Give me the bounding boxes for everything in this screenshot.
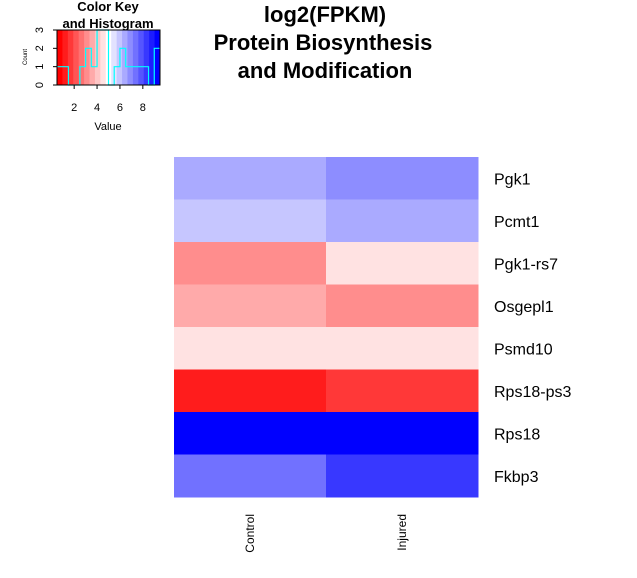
color-key-swatch: [149, 30, 155, 85]
color-key-ylabel: Count: [23, 49, 29, 65]
color-key-swatch: [154, 30, 161, 85]
color-key-histogram: [57, 29, 160, 86]
x-tick-label: 8: [140, 102, 146, 114]
title-line-2: Protein Biosynthesis: [214, 30, 433, 55]
heatmap-cell: [326, 454, 479, 498]
row-label: Psmd10: [494, 341, 553, 358]
row-label: Pgk1: [494, 171, 531, 188]
heatmap-cell: [174, 284, 327, 328]
color-key-swatch: [94, 30, 101, 85]
heatmap-cell: [174, 454, 327, 498]
color-key-swatch: [132, 30, 139, 85]
color-key-swatch: [89, 30, 96, 85]
color-key-xlabel: Value: [94, 121, 121, 133]
heatmap-cell: [326, 284, 479, 328]
y-tick-label: 3: [34, 27, 46, 33]
color-key-swatch: [57, 30, 63, 85]
color-key-swatch: [84, 30, 90, 85]
column-label: Injured: [395, 514, 409, 551]
row-labels: Pgk1 Pcmt1 Pgk1-rs7 Osgepl1 Psmd10 Rps18-ps3 R…: [494, 171, 571, 486]
x-tick-label: 4: [94, 102, 100, 114]
color-key-swatch: [67, 30, 74, 85]
row-label: Osgepl1: [494, 299, 554, 316]
column-label: Control: [243, 514, 257, 553]
color-key-swatch: [122, 30, 128, 85]
row-label: Pcmt1: [494, 214, 539, 231]
heatmap-cell: [326, 242, 479, 285]
heatmap-cell: [174, 412, 327, 455]
color-key-swatch: [143, 30, 150, 85]
heatmap-cell: [174, 369, 327, 413]
color-key-title-line-2: and Histogram: [62, 16, 153, 31]
heatmap-cell: [174, 242, 327, 285]
heatmap-cell: [174, 327, 327, 370]
chart-title: log2(FPKM) Protein Biosynthesis and Modi…: [214, 2, 433, 83]
x-tick-label: 2: [71, 102, 77, 114]
color-key-swatch: [78, 30, 85, 85]
color-key-frame: [56, 29, 161, 86]
heatmap-cells: [174, 157, 479, 498]
color-key-y-axis: 0 1 2 3: [34, 27, 57, 88]
color-key-swatch: [62, 30, 69, 85]
histogram-line: [57, 29, 160, 86]
title-line-3: and Modification: [238, 58, 413, 83]
row-label: Rps18: [494, 426, 540, 443]
color-key-swatch: [100, 30, 107, 85]
heatmap-cell: [326, 157, 479, 200]
heatmap-cell: [326, 412, 479, 455]
heatmap-cell: [326, 199, 479, 243]
heatmap-cell: [326, 369, 479, 413]
y-tick-label: 2: [34, 45, 46, 51]
row-label: Pgk1-rs7: [494, 256, 558, 273]
row-label: Rps18-ps3: [494, 384, 571, 401]
color-key-swatch: [111, 30, 118, 85]
y-tick-label: 1: [34, 64, 46, 70]
heatmap-cell: [326, 327, 479, 370]
heatmap-cell: [174, 157, 327, 200]
row-label: Fkbp3: [494, 469, 539, 486]
column-labels: Control Injured: [243, 514, 409, 553]
color-key-x-axis: 2 4 6 8: [71, 85, 146, 114]
color-key-title-line-1: Color Key: [77, 0, 139, 14]
y-tick-label: 0: [34, 82, 46, 88]
color-key-swatch: [73, 30, 80, 85]
color-key-swatch: [127, 30, 134, 85]
x-tick-label: 6: [117, 102, 123, 114]
title-line-1: log2(FPKM): [264, 2, 386, 27]
heatmap-cell: [174, 199, 327, 243]
color-key-swatch: [138, 30, 145, 85]
